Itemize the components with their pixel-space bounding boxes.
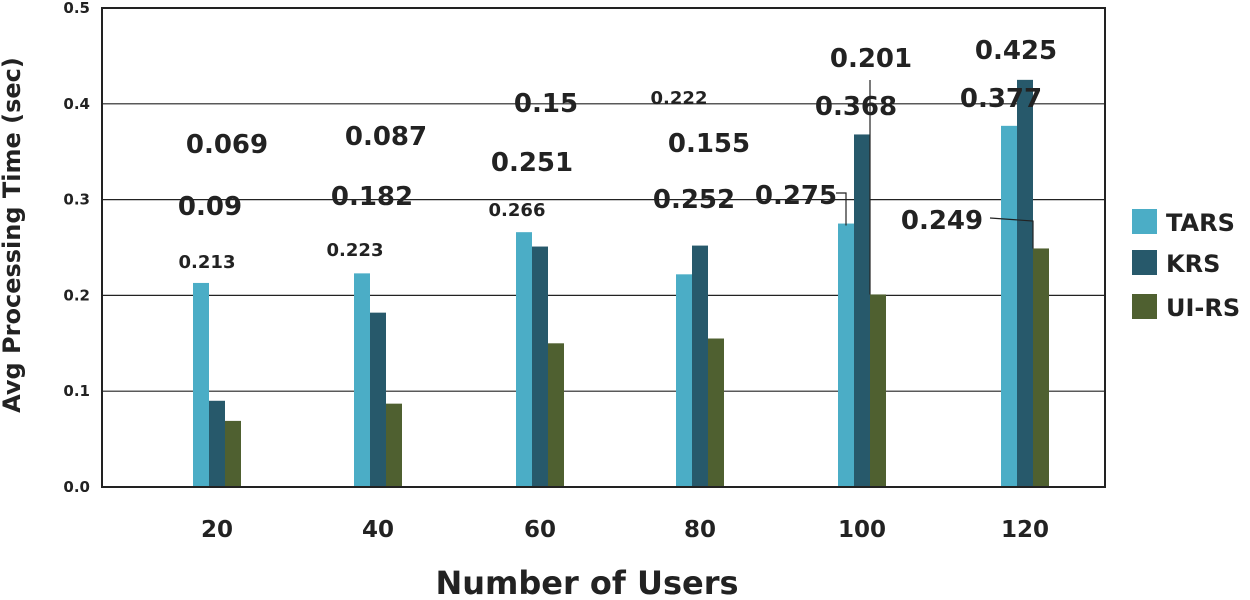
- data-label-ui-rs-40: 0.087: [345, 122, 427, 152]
- data-label-krs-40: 0.182: [331, 182, 413, 212]
- data-label-tars-120: 0.377: [960, 84, 1042, 114]
- plot-frame: [101, 7, 1106, 488]
- legend-label-krs: KRS: [1166, 250, 1220, 278]
- bar-krs-80: [692, 245, 708, 487]
- x-tick-label: 100: [838, 517, 886, 543]
- bar-tars-60: [516, 232, 532, 487]
- bar-tars-40: [354, 273, 370, 487]
- data-label-ui-rs-80: 0.155: [668, 129, 750, 159]
- data-label-ui-rs-100: 0.201: [830, 44, 912, 74]
- x-tick-label: 60: [524, 517, 556, 543]
- data-label-tars-100: 0.275: [755, 181, 837, 211]
- x-axis-title: Number of Users: [435, 564, 738, 600]
- bar-krs-100: [854, 134, 870, 487]
- leader-line: [836, 192, 847, 226]
- y-axis-title: Avg Processing Time (sec): [0, 57, 26, 413]
- leader-line: [989, 217, 1034, 249]
- bar-tars-100: [838, 223, 854, 488]
- legend-swatch-tars: [1132, 209, 1157, 234]
- data-label-ui-rs-20: 0.069: [186, 130, 268, 160]
- y-tick-label: 0.3: [63, 191, 90, 209]
- bar-krs-40: [370, 312, 386, 487]
- bar-tars-20: [193, 282, 209, 487]
- legend: TARS KRS UI-RS: [1132, 209, 1240, 322]
- legend-swatch-krs: [1132, 250, 1157, 275]
- x-tick-label: 80: [684, 517, 716, 543]
- bar-tars-120: [1001, 125, 1017, 488]
- label-leader-lines: [836, 80, 1034, 295]
- data-label-krs-80: 0.252: [653, 185, 735, 215]
- data-labels: 0.213 0.09 0.069 0.223 0.182 0.087 0.266 0.251 0…: [178, 36, 1057, 273]
- data-label-tars-60: 0.266: [489, 200, 546, 221]
- bar-ui-rs-60: [548, 343, 564, 487]
- x-axis-ticks: 20 40 60 80 100 120: [201, 517, 1049, 543]
- data-label-krs-20: 0.09: [178, 192, 242, 222]
- data-label-ui-rs-60: 0.15: [514, 89, 578, 119]
- legend-label-ui-rs: UI-RS: [1166, 294, 1240, 322]
- y-tick-label: 0.4: [63, 95, 90, 113]
- bar-ui-rs-20: [225, 420, 241, 487]
- bars: [193, 79, 1049, 488]
- gridlines: [102, 7, 1105, 488]
- legend-label-tars: TARS: [1166, 209, 1235, 237]
- data-label-krs-100: 0.368: [815, 92, 897, 122]
- y-tick-label: 0.2: [63, 286, 90, 304]
- x-tick-label: 120: [1001, 517, 1049, 543]
- bar-krs-60: [532, 246, 548, 487]
- data-label-tars-20: 0.213: [179, 252, 236, 273]
- bar-ui-rs-100: [870, 294, 886, 487]
- data-label-tars-80: 0.222: [651, 88, 708, 109]
- y-tick-label: 0.5: [63, 0, 90, 17]
- y-tick-label: 0.0: [63, 478, 90, 496]
- bar-krs-120: [1017, 79, 1033, 487]
- data-label-ui-rs-120: 0.249: [901, 206, 983, 236]
- bar-tars-80: [676, 274, 692, 487]
- y-tick-label: 0.1: [63, 382, 90, 400]
- data-label-krs-60: 0.251: [491, 148, 573, 178]
- bar-ui-rs-40: [386, 403, 402, 487]
- bar-ui-rs-80: [708, 338, 724, 487]
- data-label-tars-40: 0.223: [327, 240, 384, 261]
- bar-ui-rs-120: [1033, 248, 1049, 487]
- data-label-krs-120: 0.425: [975, 36, 1057, 66]
- x-tick-label: 20: [201, 517, 233, 543]
- x-tick-label: 40: [362, 517, 394, 543]
- legend-swatch-ui-rs: [1132, 294, 1157, 319]
- bar-krs-20: [209, 400, 225, 487]
- y-axis-ticks: 0.0 0.1 0.2 0.3 0.4 0.5: [63, 0, 90, 496]
